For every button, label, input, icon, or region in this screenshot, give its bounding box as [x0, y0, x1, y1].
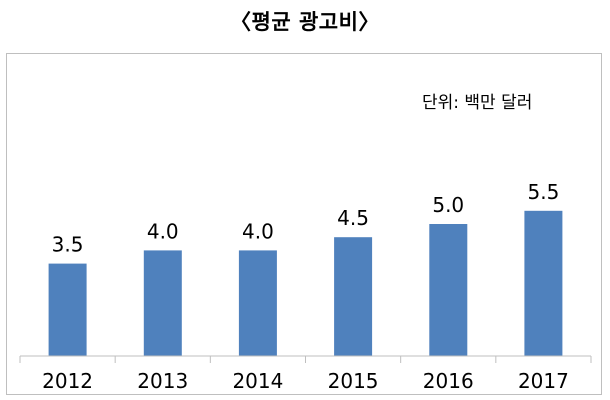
x-tick-label-2013: 2013: [137, 369, 188, 393]
bar-2014: [238, 250, 277, 356]
bar-2016: [429, 224, 468, 356]
labels-layer: 3.5 2012 4.0 2013 4.0 2014 4.5 2015 5.0 2016 5.5 20…: [42, 180, 569, 393]
bar-2013: [143, 250, 182, 356]
x-tick-label-2017: 2017: [518, 369, 569, 393]
value-label-2012: 3.5: [52, 233, 84, 257]
chart-frame: [6, 53, 602, 395]
x-tick-label-2014: 2014: [232, 369, 283, 393]
bars-layer: [48, 210, 563, 356]
x-tick-label-2015: 2015: [328, 369, 379, 393]
chart-title: 〈평균 광고비〉: [230, 10, 380, 34]
ticks-layer: [19, 356, 592, 363]
x-tick-label-2016: 2016: [423, 369, 474, 393]
value-label-2017: 5.5: [528, 180, 560, 204]
value-label-2016: 5.0: [432, 193, 464, 217]
bar-2015: [334, 237, 373, 356]
value-label-2013: 4.0: [147, 219, 179, 243]
value-label-2015: 4.5: [337, 206, 369, 230]
unit-label: 단위: 백만 달러: [422, 93, 533, 113]
bar-2017: [524, 210, 563, 356]
x-tick-label-2012: 2012: [42, 369, 93, 393]
bar-2012: [48, 263, 87, 356]
value-label-2014: 4.0: [242, 219, 274, 243]
